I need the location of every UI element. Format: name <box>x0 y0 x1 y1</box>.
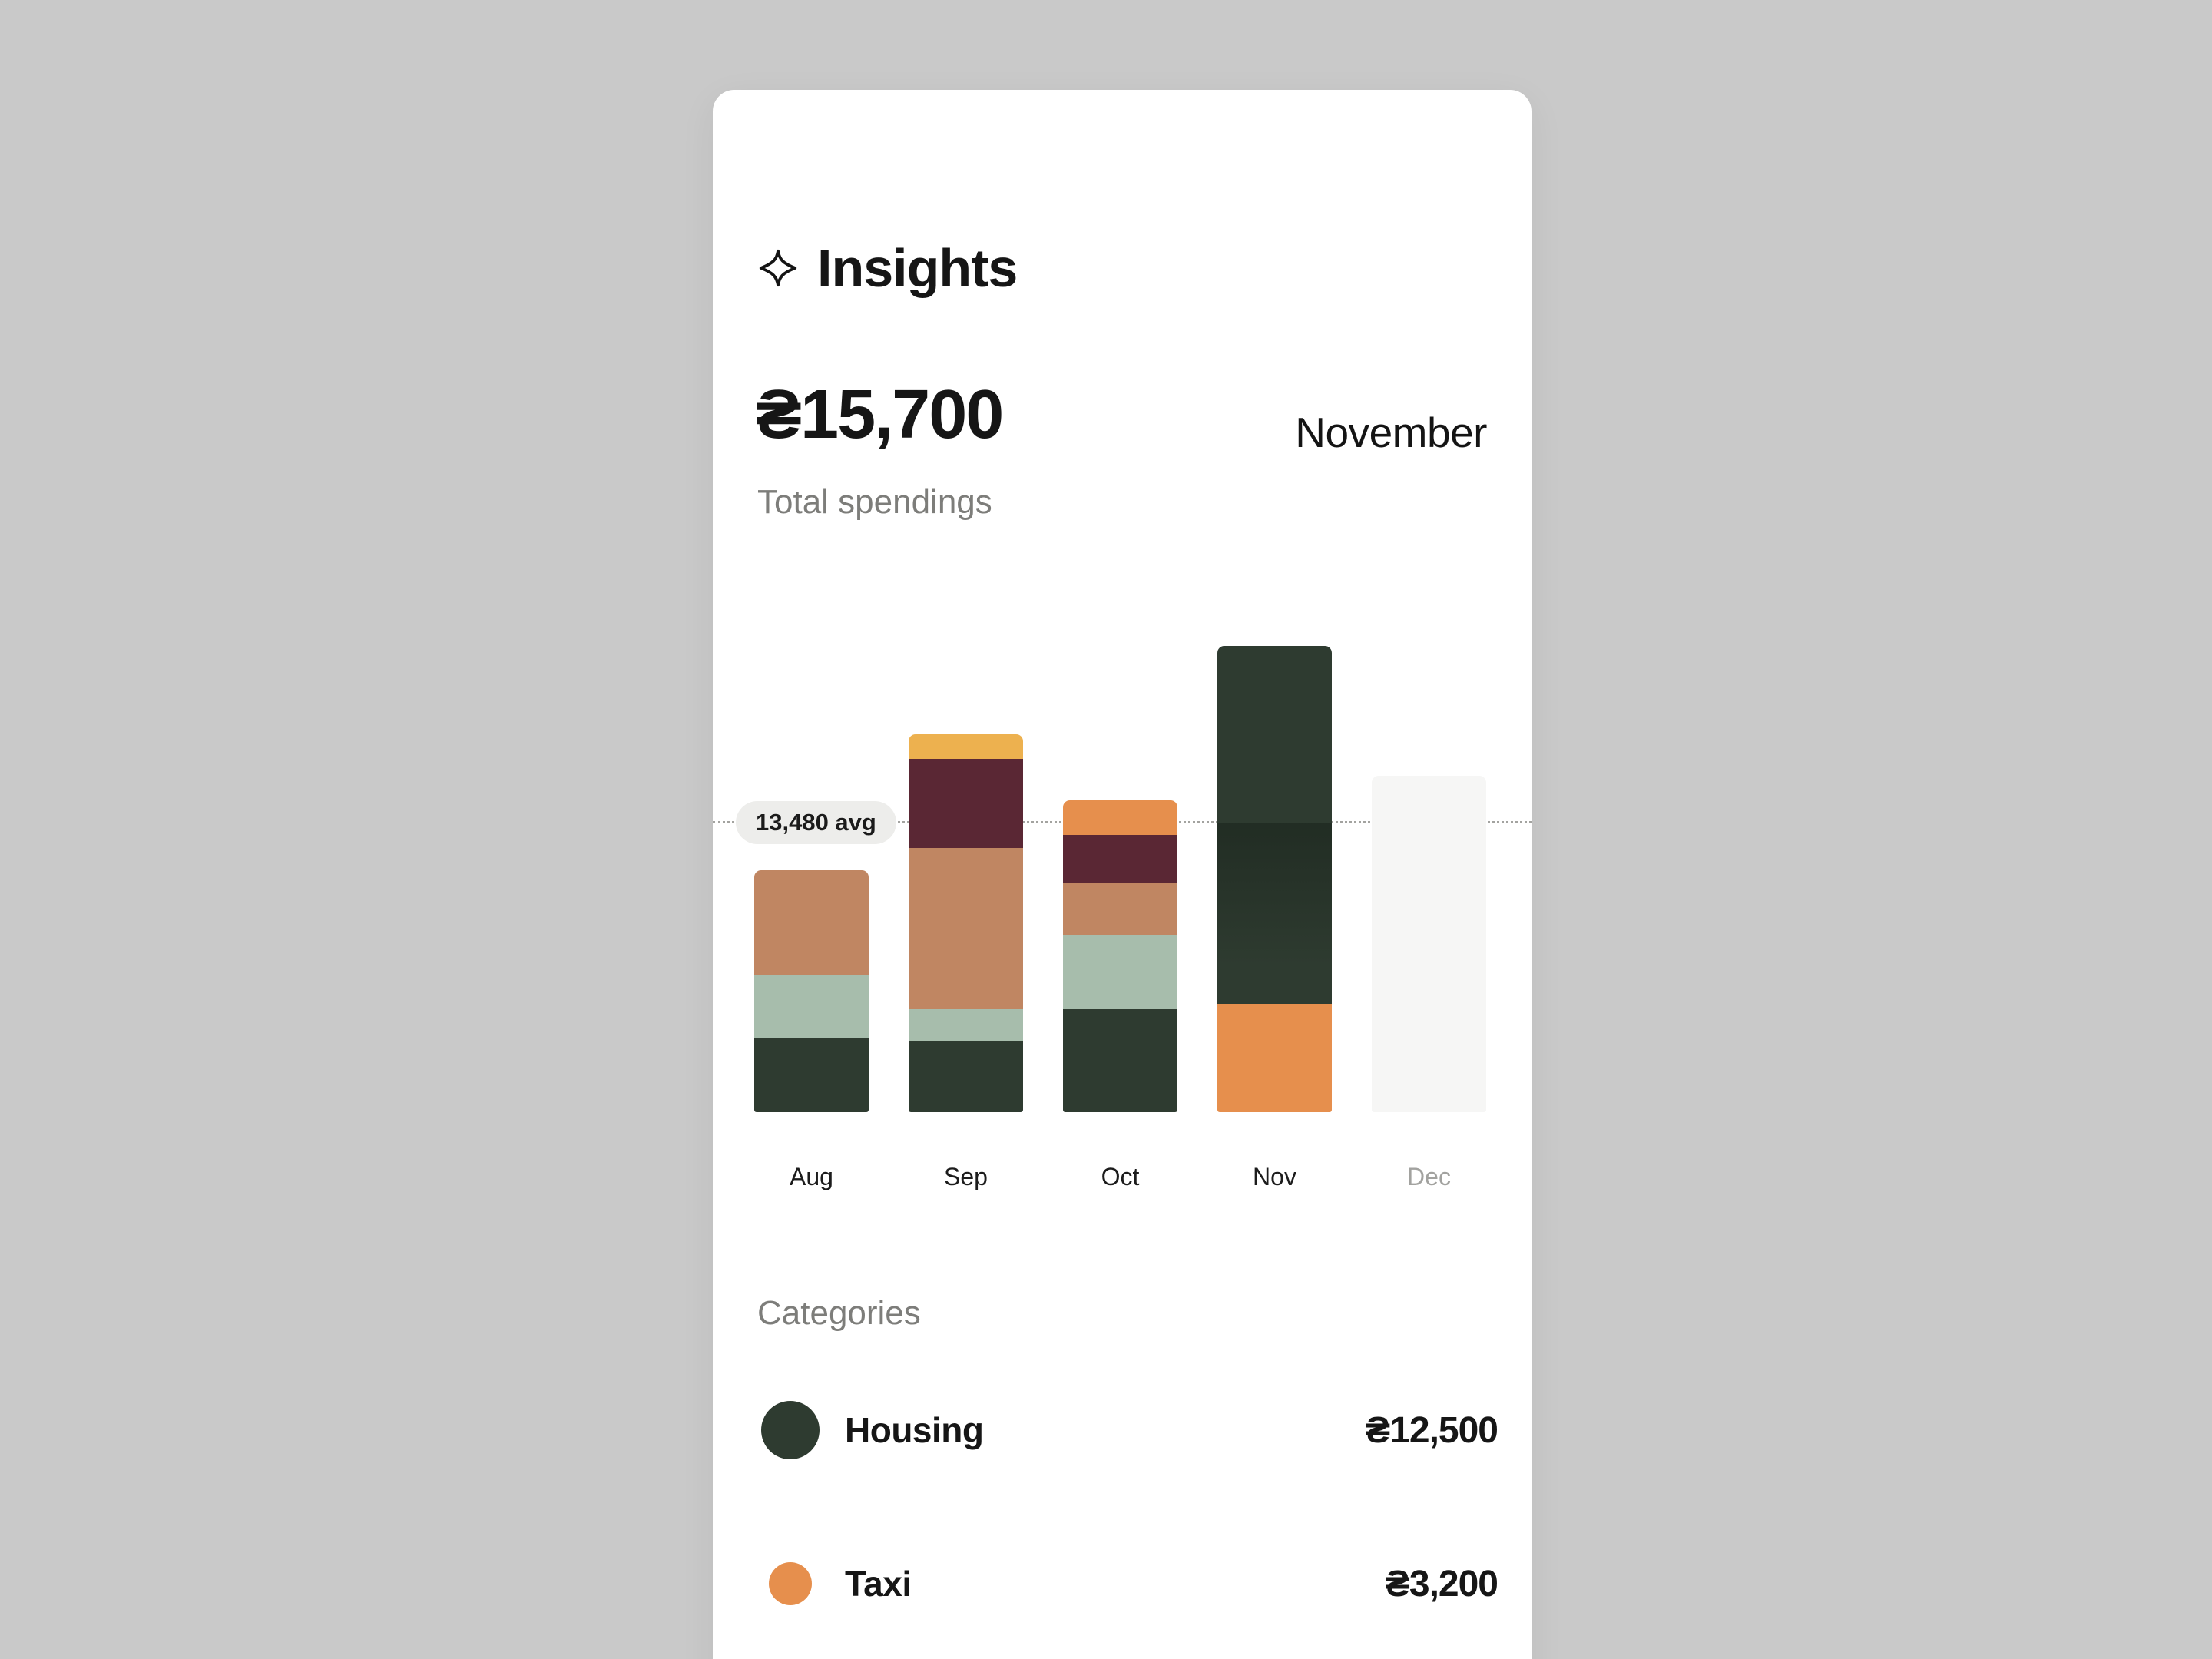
chart-bars <box>754 646 1486 1112</box>
category-amount: ₴12,500 <box>1366 1409 1498 1451</box>
total-spendings-label: Total spendings <box>757 483 992 521</box>
category-name: Housing <box>845 1410 984 1450</box>
bar-segment-housing <box>1217 646 1332 1004</box>
chart-month-labels: Aug Sep Oct Nov Dec <box>754 1163 1486 1191</box>
card-header: Insights <box>756 237 1018 299</box>
bar-segment-housing <box>1063 1008 1177 1112</box>
page-title: Insights <box>817 238 1018 298</box>
category-row-housing[interactable]: Housing ₴12,500 <box>756 1397 1498 1463</box>
total-amount: ₴15,700 <box>756 376 1004 453</box>
bar-oct[interactable] <box>1063 800 1177 1112</box>
bar-segment-sage <box>909 1008 1023 1041</box>
month-label-oct: Oct <box>1101 1163 1140 1190</box>
bar-dec[interactable] <box>1372 776 1486 1112</box>
categories-title: Categories <box>757 1294 921 1332</box>
bar-segment-maroon <box>1063 834 1177 884</box>
category-bullet <box>761 1401 820 1459</box>
bar-nov[interactable] <box>1217 646 1332 1112</box>
bar-aug[interactable] <box>754 870 869 1112</box>
average-pill: 13,480 avg <box>736 800 896 844</box>
bullet-wrap <box>756 1562 825 1605</box>
month-label-sep: Sep <box>944 1163 988 1190</box>
month-label-aug: Aug <box>790 1163 833 1190</box>
bar-sep[interactable] <box>909 734 1023 1112</box>
month-label-nov: Nov <box>1253 1163 1296 1190</box>
bar-segment-maroon <box>909 759 1023 848</box>
insights-card: Insights ₴15,700 Total spendings Novembe… <box>713 90 1532 1659</box>
spendings-chart: 13,480 avg Aug Sep Oct Nov Dec <box>713 646 1532 1191</box>
category-row-taxi[interactable]: Taxi ₴3,200 <box>756 1551 1498 1617</box>
month-selector[interactable]: November <box>1295 409 1487 456</box>
bar-segment-orange <box>1063 800 1177 835</box>
category-name: Taxi <box>845 1564 912 1604</box>
bar-segment-sage <box>754 975 869 1038</box>
bar-segment-terracotta <box>1063 883 1177 935</box>
category-amount: ₴3,200 <box>1385 1563 1498 1604</box>
bullet-wrap <box>756 1401 825 1459</box>
bar-segment-sage <box>1063 935 1177 1009</box>
month-label-dec: Dec <box>1407 1163 1451 1190</box>
bar-segment-housing <box>909 1040 1023 1112</box>
bar-segment-housing <box>754 1038 869 1112</box>
bar-segment-terracotta <box>754 870 869 975</box>
bar-segment-placeholder <box>1372 776 1486 1112</box>
sparkle-icon <box>759 249 797 287</box>
bar-segment-terracotta <box>909 847 1023 1009</box>
category-bullet <box>769 1562 812 1605</box>
bar-segment-yellow <box>909 734 1023 760</box>
bar-segment-orange <box>1217 1003 1332 1112</box>
